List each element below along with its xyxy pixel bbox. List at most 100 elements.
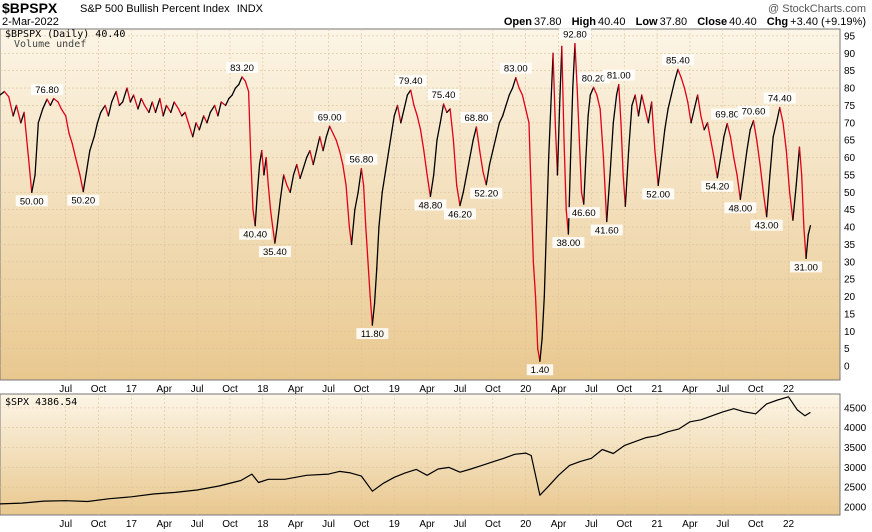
x-tick-label: Jul	[585, 384, 598, 395]
x-tick-label: Apr	[156, 384, 172, 395]
bpspx-segment	[238, 76, 243, 86]
bpspx-segment	[609, 122, 614, 176]
x-tick-label: 19	[389, 384, 401, 395]
bpspx-segment	[798, 146, 803, 176]
bpspx-segment	[569, 87, 574, 159]
bpspx-segment	[373, 268, 378, 305]
bpspx-segment	[479, 149, 484, 173]
bpspx-segment	[462, 174, 468, 193]
annotation-box	[499, 62, 532, 74]
annotation-box	[443, 208, 476, 220]
bpspx-segment	[765, 174, 771, 218]
bpspx-segment	[376, 226, 380, 270]
bpspx-segment	[713, 156, 718, 179]
close-label: Close	[697, 16, 728, 28]
value-annotation: 69.00	[318, 112, 342, 123]
bpspx-segment	[107, 101, 113, 117]
bpspx-segment	[693, 94, 699, 110]
bpspx-segment	[228, 94, 233, 100]
bpspx-segment	[224, 97, 230, 107]
bpspx-segment	[8, 96, 14, 117]
annotation-box	[737, 105, 770, 117]
bpspx-segment	[231, 87, 237, 96]
value-annotation: 54.20	[705, 182, 729, 193]
bpspx-segment	[378, 191, 383, 228]
bpspx-segment	[315, 136, 321, 152]
bpspx-segment	[779, 106, 784, 124]
bpspx-segment	[140, 97, 146, 107]
bpspx-segment	[677, 68, 682, 79]
y-tick-label: 60	[844, 153, 856, 164]
bpspx-segment	[195, 122, 200, 131]
bpspx-segment	[475, 126, 481, 152]
value-annotation: 52.20	[474, 189, 498, 200]
open-value: 37.80	[533, 16, 562, 28]
bpspx-segment	[657, 156, 663, 187]
bpspx-segment	[305, 149, 311, 159]
bpspx-segment	[416, 115, 422, 131]
bpspx-segment	[60, 108, 67, 117]
annotation-box	[661, 54, 694, 66]
x-tick-label: Oct	[616, 519, 632, 530]
y-tick-label: 20	[844, 292, 856, 303]
ohlc-readout: Open 37.80 High 40.40 Low 37.80 Close 40.40 …	[497, 16, 866, 28]
bpspx-segment	[154, 97, 161, 114]
bpspx-segment	[602, 156, 608, 223]
bpspx-segment	[126, 87, 131, 103]
bpspx-segment	[322, 136, 328, 152]
bpspx-segment	[299, 167, 305, 180]
bpspx-segment	[654, 149, 659, 187]
bpspx-segment	[151, 101, 157, 114]
y-tick-label: 90	[844, 49, 856, 60]
x-tick-label: Oct	[91, 384, 107, 395]
value-annotation: 92.80	[563, 30, 587, 41]
x-tick-label: Apr	[682, 519, 698, 530]
x-tick-label: Oct	[748, 519, 764, 530]
bpspx-segment	[618, 83, 622, 124]
value-annotation: 75.40	[432, 90, 456, 101]
bpspx-segment	[515, 77, 520, 89]
value-annotation: 1.40	[531, 365, 550, 376]
bpspx-segment	[261, 149, 265, 176]
chart-date: 2-Mar-2022	[2, 16, 59, 28]
x-tick-label: Apr	[551, 519, 567, 530]
x-tick-label: 18	[257, 384, 269, 395]
y-tick-label: 75	[844, 101, 856, 112]
bpspx-segment	[782, 122, 787, 152]
x-tick-label: Jul	[59, 519, 72, 530]
bpspx-segment	[719, 136, 725, 159]
bpspx-segment	[79, 174, 84, 193]
bpspx-segment	[338, 149, 344, 166]
bpspx-segment	[585, 115, 589, 159]
bpspx-segment	[46, 98, 52, 107]
bpspx-segment	[68, 132, 73, 145]
x-tick-label: 18	[257, 519, 269, 530]
bpspx-segment	[403, 94, 409, 110]
bpspx-segment	[511, 77, 517, 89]
bpspx-segment	[283, 174, 288, 187]
bpspx-legend: $BPSPX (Daily) 40.40	[5, 29, 125, 40]
index-name-text: S&P 500 Bullish Percent Index	[80, 3, 230, 15]
value-annotation: 46.20	[448, 210, 472, 221]
bpspx-segment	[177, 108, 183, 117]
bpspx-segment	[342, 163, 347, 187]
x-tick-label: 22	[783, 384, 795, 395]
annotation-box	[790, 261, 823, 273]
bpspx-segment	[357, 168, 363, 193]
bpspx-segment	[345, 184, 351, 228]
bpspx-segment	[456, 184, 461, 207]
bpspx-segment	[423, 149, 428, 176]
bpspx-segment	[302, 156, 308, 169]
bpspx-segment	[620, 122, 624, 176]
value-annotation: 85.40	[666, 55, 690, 66]
chg-value: +3.40 (+9.19%)	[790, 16, 866, 28]
bpspx-segment	[739, 174, 745, 200]
bpspx-segment	[426, 174, 432, 198]
bpspx-segment	[148, 101, 153, 114]
bpspx-segment	[274, 226, 278, 244]
bpspx-segment	[365, 226, 369, 263]
y-tick-label: 0	[844, 362, 850, 373]
bpspx-segment	[388, 129, 393, 152]
y-tick-label: 4000	[844, 423, 867, 434]
y-tick-label: 50	[844, 188, 856, 199]
